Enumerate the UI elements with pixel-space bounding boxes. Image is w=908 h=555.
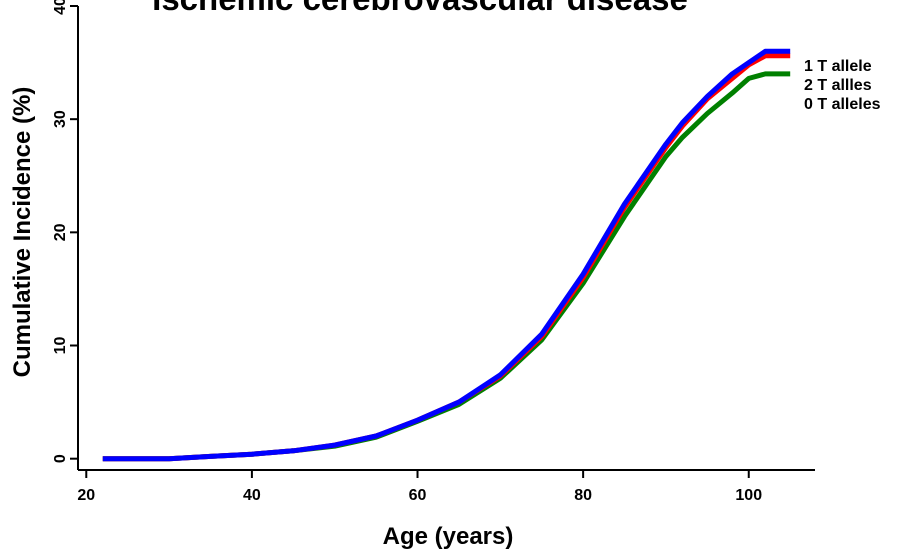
legend: 1 T allele 2 T allles 0 T alleles	[804, 58, 881, 113]
legend-label: 1 T allele	[804, 58, 872, 75]
series-line-1-t-allele	[102, 48, 791, 462]
x-axis-label: Age (years)	[383, 523, 514, 550]
series-line-0-t-alleles	[102, 71, 791, 462]
y-tick-label: 0	[52, 454, 69, 463]
series-layer	[102, 48, 791, 462]
axis-ticks: 20 40 60 80 100 0 10 20 30 40	[52, 0, 762, 504]
y-tick-label: 30	[52, 110, 69, 128]
y-tick-label: 20	[52, 223, 69, 241]
y-tick-label: 10	[52, 337, 69, 355]
x-tick-label: 100	[735, 487, 762, 504]
y-axis-label: Cumulative Incidence (%)	[9, 87, 36, 378]
x-tick-label: 80	[574, 487, 592, 504]
x-tick-label: 60	[409, 487, 427, 504]
legend-label: 2 T allles	[804, 77, 872, 94]
legend-label: 0 T alleles	[804, 96, 881, 113]
x-tick-label: 40	[243, 487, 261, 504]
y-tick-label: 40	[52, 0, 69, 15]
x-tick-label: 20	[77, 487, 95, 504]
chart-title: Ischemic cerebrovascular disease	[152, 0, 688, 17]
